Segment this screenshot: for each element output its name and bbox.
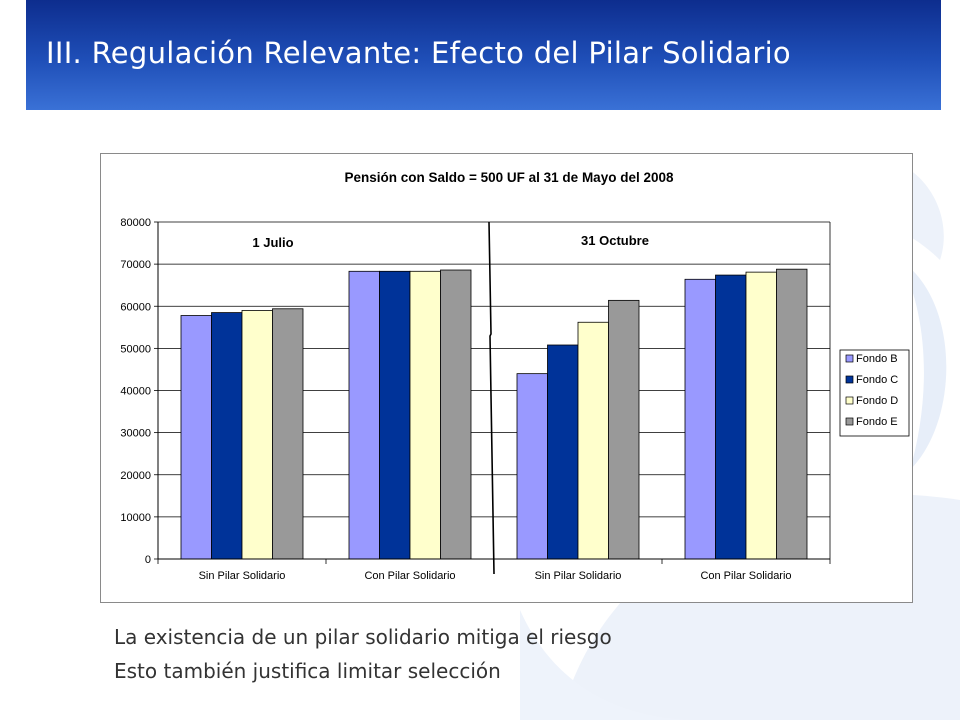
bar — [241, 310, 273, 560]
slide-title: III. Regulación Relevante: Efecto del Pi… — [46, 36, 791, 70]
bar — [577, 321, 609, 560]
bullet-text-1: La existencia de un pilar solidario miti… — [114, 625, 612, 649]
bar — [745, 271, 777, 560]
x-tick-label: Sin Pilar Solidario — [199, 570, 286, 582]
bar — [608, 299, 640, 560]
bar — [272, 308, 304, 560]
y-tick-label: 60000 — [120, 301, 151, 313]
y-tick-label: 10000 — [120, 512, 151, 524]
legend-swatch — [845, 417, 854, 426]
bar-chart: Pensión con Saldo = 500 UF al 31 de Mayo… — [120, 170, 910, 582]
y-tick-label: 30000 — [120, 428, 151, 440]
x-tick-label: Con Pilar Solidario — [700, 570, 791, 582]
bar — [211, 312, 243, 560]
period-divider-line — [488, 221, 495, 575]
bar — [776, 268, 808, 560]
annotation-1-julio: 1 Julio — [252, 235, 293, 250]
legend-swatch — [845, 396, 854, 405]
bar — [409, 270, 441, 560]
chart-title: Pensión con Saldo = 500 UF al 31 de Mayo… — [344, 170, 673, 185]
legend-label: Fondo B — [856, 353, 898, 365]
legend-swatch — [845, 375, 854, 384]
bar — [684, 278, 716, 560]
y-tick-label: 50000 — [120, 343, 151, 355]
bar — [180, 315, 212, 560]
bullet-text-2: Esto también justifica limitar selección — [114, 659, 501, 683]
annotation-31-octubre: 31 Octubre — [581, 233, 649, 248]
bar — [379, 270, 411, 560]
chart-frame: Pensión con Saldo = 500 UF al 31 de Mayo… — [100, 153, 913, 603]
x-tick-label: Con Pilar Solidario — [364, 570, 455, 582]
title-bar — [26, 0, 941, 110]
bar — [516, 373, 548, 560]
bar — [440, 269, 472, 560]
y-tick-label: 40000 — [120, 386, 151, 398]
x-tick-label: Sin Pilar Solidario — [535, 570, 622, 582]
bar — [348, 270, 380, 560]
y-tick-label: 80000 — [120, 217, 151, 229]
legend-swatch — [845, 354, 854, 363]
bar — [547, 344, 579, 560]
legend-label: Fondo E — [856, 416, 898, 428]
bar — [715, 274, 747, 560]
y-tick-label: 20000 — [120, 470, 151, 482]
legend-label: Fondo D — [856, 395, 898, 407]
y-tick-label: 0 — [145, 554, 151, 566]
legend-label: Fondo C — [856, 374, 898, 386]
y-tick-label: 70000 — [120, 259, 151, 271]
